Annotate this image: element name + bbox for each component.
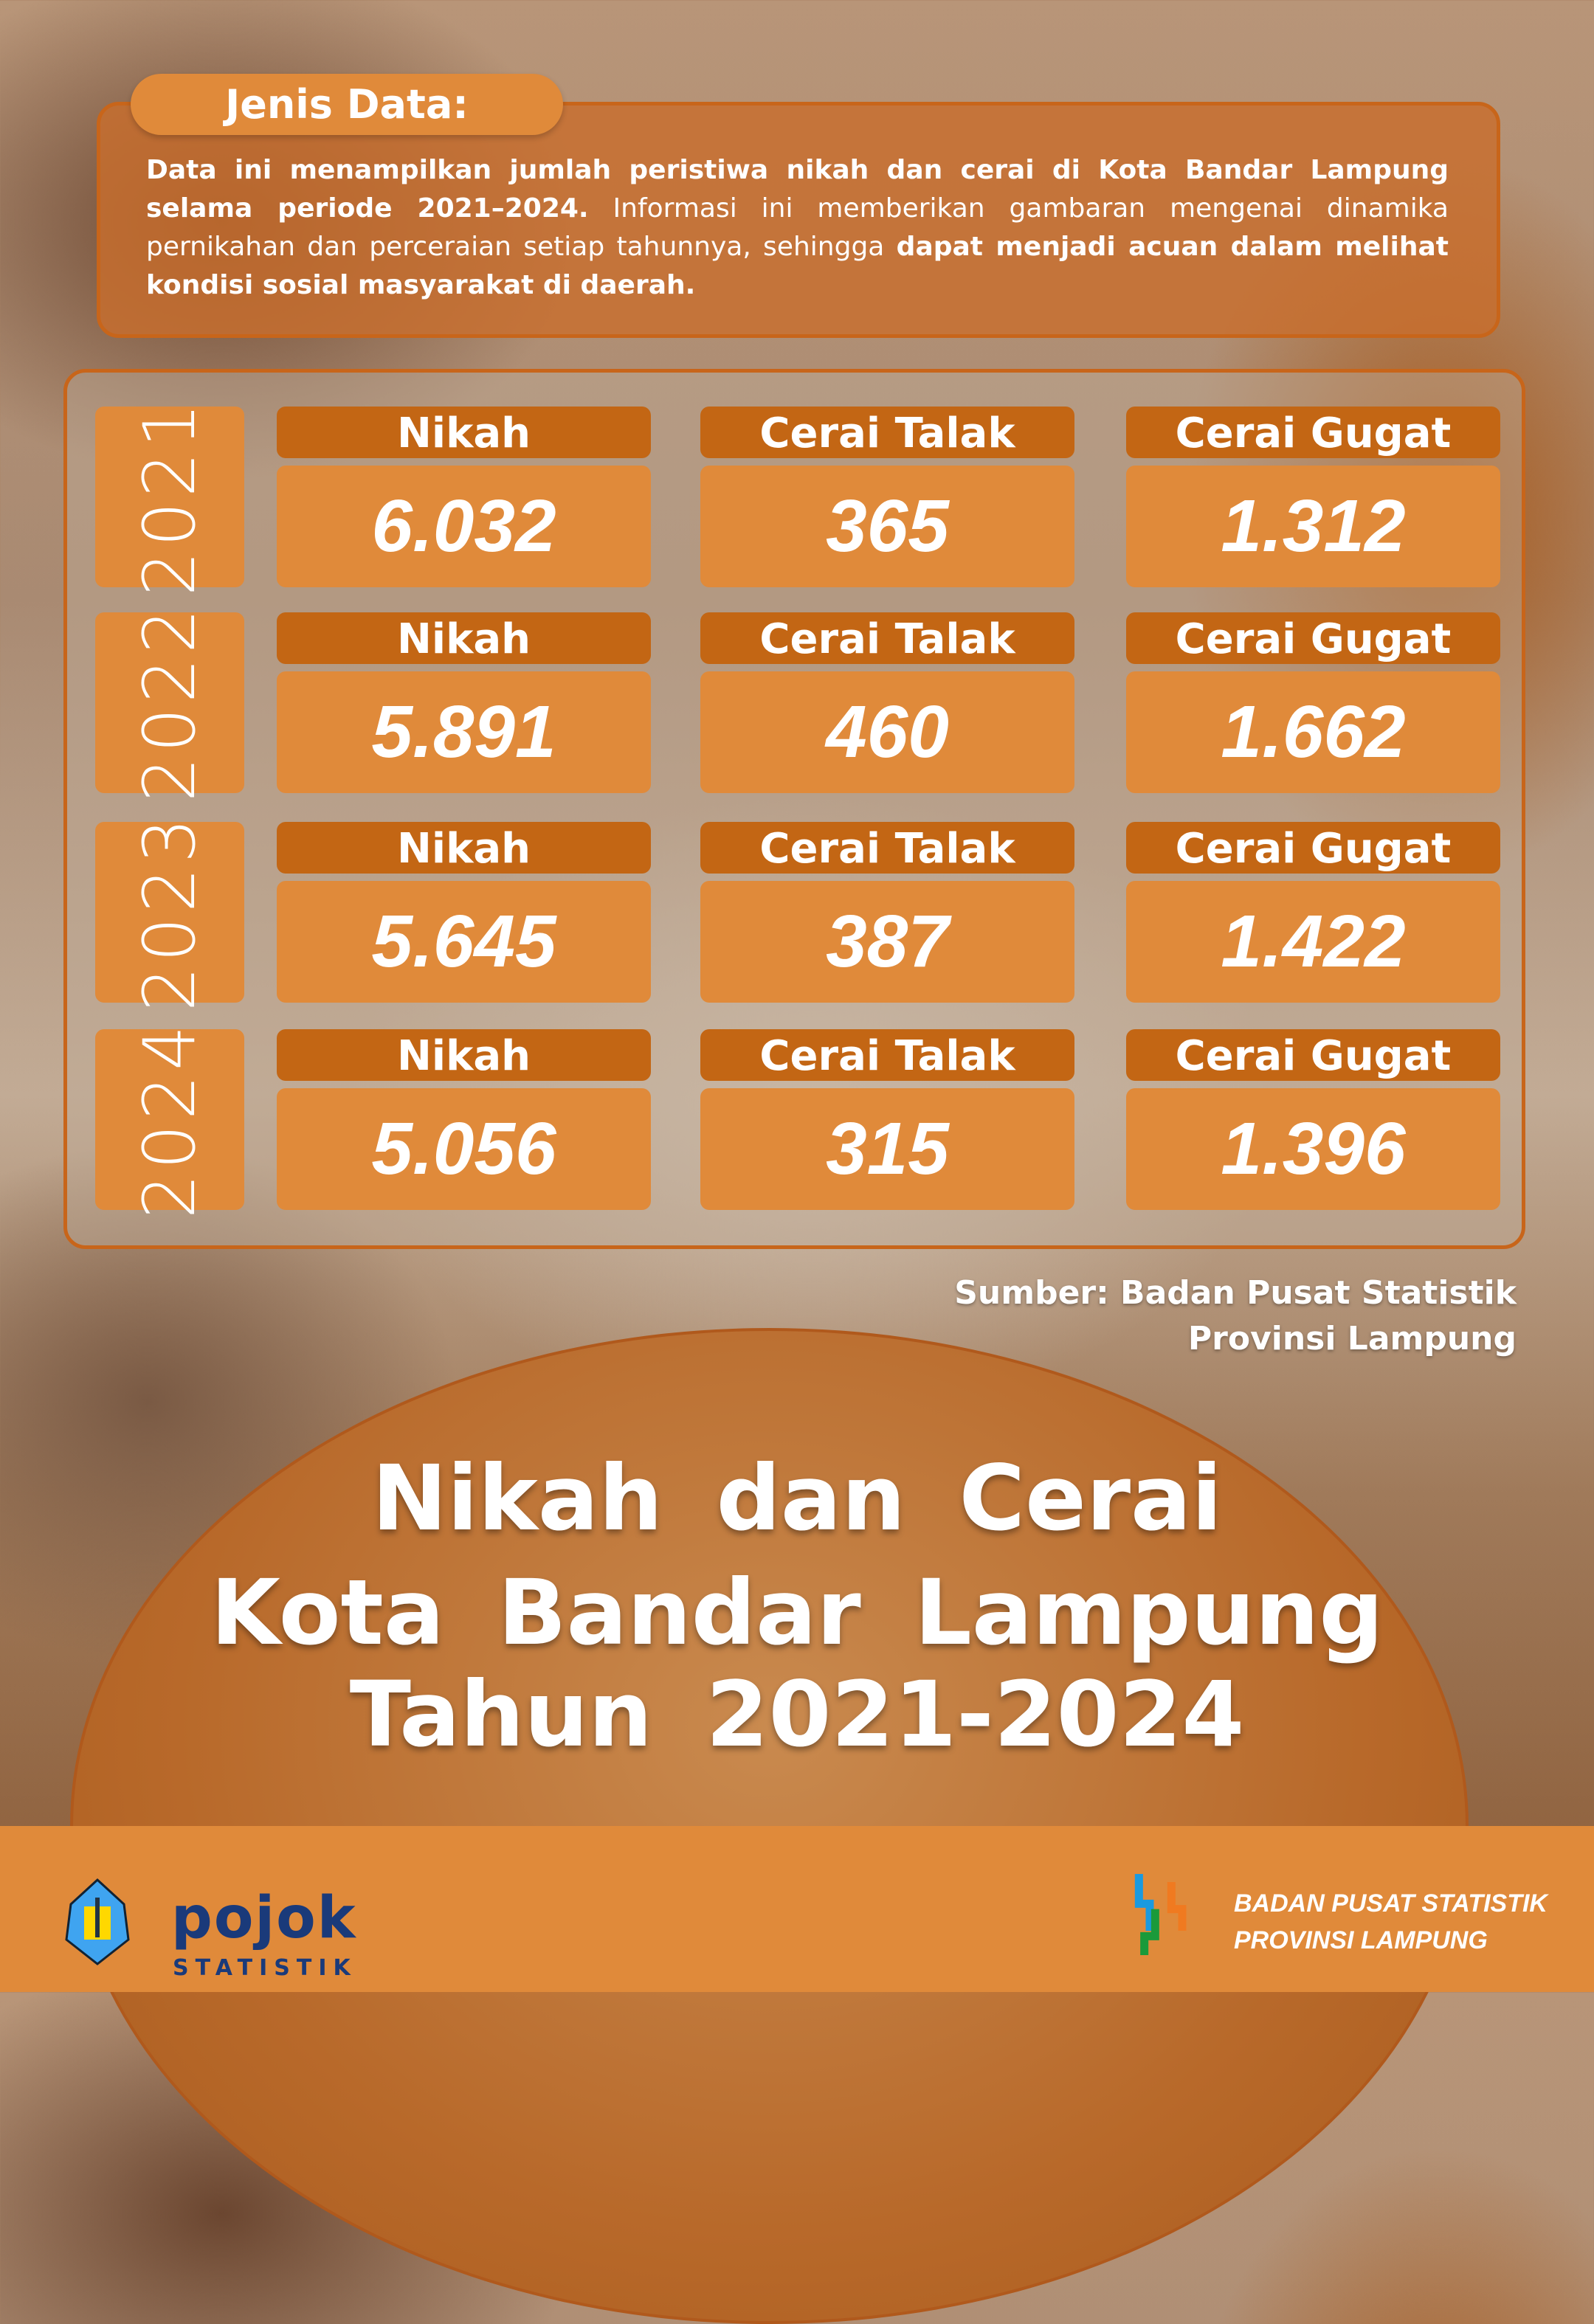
year-label: 2023 — [95, 813, 244, 1011]
count-value: 6.032 — [277, 466, 651, 587]
title-line-1: Nikah dan Cerai — [371, 1446, 1223, 1551]
year-text: 2022 — [128, 604, 211, 802]
count-value: 1.312 — [1126, 466, 1500, 587]
count-value: 1.422 — [1126, 881, 1500, 1003]
count-value: 5.056 — [277, 1088, 651, 1210]
category-header: Cerai Talak — [700, 407, 1074, 458]
title-line-3: Tahun 2021-2024 — [349, 1662, 1245, 1767]
year-label: 2022 — [95, 604, 244, 802]
category-header: Cerai Talak — [700, 612, 1074, 664]
bps-name: BADAN PUSAT STATISTIK PROVINSI LAMPUNG — [1234, 1885, 1548, 1959]
category-header: Cerai Talak — [700, 1029, 1074, 1081]
desc-part-3: dapat menjadi acuan dalam melihat kondis… — [146, 232, 1449, 300]
desc-part-1: Data ini menampilkan jumlah peristiwa ni… — [146, 155, 1449, 224]
bps-logo-icon — [1134, 1874, 1187, 1955]
count-value: 1.396 — [1126, 1088, 1500, 1210]
category-header: Cerai Gugat — [1126, 1029, 1500, 1081]
year-text: 2024 — [128, 1020, 211, 1219]
category-header: Nikah — [277, 1029, 651, 1081]
count-value: 5.891 — [277, 671, 651, 793]
info-description: Data ini menampilkan jumlah peristiwa ni… — [97, 102, 1500, 338]
count-value: 1.662 — [1126, 671, 1500, 793]
source-line-1: Sumber: Badan Pusat Statistik — [954, 1274, 1517, 1312]
pojok-logo: pojok — [171, 1885, 357, 1951]
source-note: Sumber: Badan Pusat Statistik Provinsi L… — [954, 1270, 1517, 1362]
footer: pojok STATISTIK BADAN PUSAT STATISTIK PR… — [0, 1826, 1594, 1992]
year-text: 2021 — [128, 398, 211, 596]
bps-line-1: BADAN PUSAT STATISTIK — [1234, 1889, 1548, 1917]
category-header: Nikah — [277, 407, 651, 458]
category-header: Cerai Gugat — [1126, 407, 1500, 458]
category-header: Cerai Talak — [700, 822, 1074, 874]
count-value: 365 — [700, 466, 1074, 587]
count-value: 5.645 — [277, 881, 651, 1003]
year-label: 2021 — [95, 398, 244, 596]
year-text: 2023 — [128, 813, 211, 1011]
bps-line-2: PROVINSI LAMPUNG — [1234, 1926, 1488, 1954]
pojok-logo-subtitle: STATISTIK — [173, 1955, 357, 1981]
category-header: Nikah — [277, 612, 651, 664]
info-label: Jenis Data: — [131, 74, 563, 135]
count-value: 315 — [700, 1088, 1074, 1210]
year-label: 2024 — [95, 1020, 244, 1219]
category-header: Cerai Gugat — [1126, 612, 1500, 664]
title-line-2: Kota Bandar Lampung — [210, 1560, 1384, 1665]
desc-part-2: Informasi ini memberikan gambaran mengen… — [146, 193, 1449, 262]
count-value: 387 — [700, 881, 1074, 1003]
source-line-2: Provinsi Lampung — [1187, 1320, 1517, 1358]
count-value: 460 — [700, 671, 1074, 793]
category-header: Nikah — [277, 822, 651, 874]
unila-logo-icon — [65, 1878, 130, 1965]
category-header: Cerai Gugat — [1126, 822, 1500, 874]
